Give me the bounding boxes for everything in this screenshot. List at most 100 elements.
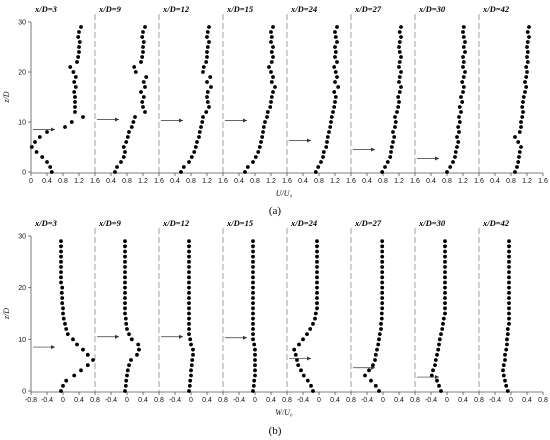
x-tick-label: 1.6 bbox=[410, 178, 420, 185]
data-point bbox=[251, 280, 255, 285]
data-point bbox=[37, 135, 42, 139]
data-point bbox=[329, 115, 334, 119]
data-point bbox=[140, 55, 145, 59]
data-point bbox=[397, 60, 402, 64]
data-point bbox=[397, 65, 401, 69]
data-point bbox=[455, 135, 459, 139]
x-tick-label: 0.8 bbox=[314, 178, 324, 185]
data-point bbox=[72, 90, 77, 94]
x-tick-label: 0.8 bbox=[474, 397, 484, 404]
x-tick-label: -0.4 bbox=[297, 397, 309, 404]
data-point bbox=[380, 170, 385, 174]
data-point bbox=[507, 270, 511, 275]
data-point bbox=[456, 140, 461, 144]
data-point bbox=[123, 239, 127, 244]
data-point bbox=[380, 306, 385, 311]
x-tick-label: 0.8 bbox=[154, 397, 164, 404]
caption-a: (a) bbox=[269, 205, 282, 217]
data-point bbox=[385, 160, 390, 164]
data-point bbox=[397, 90, 402, 94]
data-point bbox=[523, 80, 527, 84]
data-point bbox=[519, 120, 523, 124]
data-point bbox=[187, 160, 191, 164]
subplot-8: 0.4 0.8 1.2 1.6 x/D=42 bbox=[482, 4, 548, 185]
subplot-title: x/D=15 bbox=[226, 218, 254, 228]
data-point bbox=[269, 95, 274, 99]
data-point bbox=[393, 120, 398, 124]
data-point bbox=[507, 296, 511, 300]
data-point bbox=[195, 140, 199, 144]
data-point bbox=[125, 368, 130, 373]
data-point bbox=[191, 347, 195, 352]
data-point bbox=[315, 280, 319, 285]
x-tick-label: 0 bbox=[253, 397, 257, 404]
data-point bbox=[332, 105, 337, 109]
data-point bbox=[525, 40, 530, 44]
subplot-title: x/D=27 bbox=[354, 4, 382, 14]
subplot-6: 0.4 0.8 1.2 1.6 x/D=27 bbox=[353, 4, 420, 185]
data-point bbox=[315, 239, 319, 244]
x-tick-label: 0 bbox=[125, 397, 129, 404]
data-point bbox=[204, 110, 209, 114]
data-point bbox=[451, 160, 455, 164]
data-point bbox=[333, 30, 337, 34]
panel-b-velocity-w: 0 10 20 30 z/D -0.8 -0.4 0 0.4 0.8 x/D=3 -0.4 0 0.4 0.… bbox=[2, 218, 548, 417]
data-point bbox=[123, 285, 127, 290]
data-point bbox=[325, 140, 329, 144]
data-point bbox=[380, 249, 385, 254]
data-point bbox=[73, 100, 77, 104]
data-point bbox=[443, 265, 447, 269]
data-point bbox=[525, 60, 530, 64]
data-point bbox=[251, 337, 255, 342]
data-point bbox=[205, 45, 210, 49]
data-point bbox=[79, 25, 83, 29]
data-point bbox=[69, 120, 74, 124]
data-point bbox=[269, 40, 273, 44]
data-point bbox=[315, 275, 319, 280]
data-point bbox=[373, 358, 377, 362]
x-tick-label: 0.4 bbox=[74, 397, 84, 404]
data-point bbox=[193, 145, 198, 149]
data-point bbox=[187, 301, 191, 306]
data-point bbox=[123, 290, 127, 295]
data-point bbox=[457, 105, 462, 109]
data-point bbox=[333, 50, 338, 54]
y-tick-label: 0 bbox=[22, 389, 26, 396]
data-point bbox=[73, 105, 77, 109]
data-point bbox=[204, 60, 209, 64]
data-point bbox=[297, 342, 301, 347]
data-point bbox=[335, 60, 339, 64]
data-point bbox=[377, 332, 382, 337]
data-point bbox=[503, 352, 507, 357]
data-point bbox=[61, 383, 65, 388]
data-point bbox=[525, 50, 530, 54]
data-point bbox=[437, 337, 442, 342]
data-point bbox=[123, 296, 127, 300]
data-point bbox=[187, 280, 191, 285]
data-point bbox=[461, 25, 466, 29]
x-tick-label: 0.8 bbox=[538, 397, 548, 404]
y-axis-label: z/D bbox=[2, 308, 11, 320]
data-point bbox=[395, 110, 399, 114]
data-point bbox=[73, 110, 77, 114]
data-point bbox=[59, 275, 63, 280]
data-point bbox=[125, 327, 129, 331]
data-point bbox=[251, 254, 255, 259]
data-point bbox=[201, 115, 205, 119]
data-point bbox=[123, 311, 127, 316]
data-point bbox=[251, 389, 255, 393]
data-point bbox=[373, 352, 378, 357]
data-point bbox=[189, 363, 194, 368]
data-point bbox=[253, 352, 257, 357]
data-point bbox=[253, 368, 257, 373]
data-point bbox=[59, 244, 63, 249]
data-point bbox=[143, 25, 147, 29]
data-point bbox=[507, 249, 511, 254]
data-point bbox=[429, 373, 434, 378]
subplot-7: 0.4 0.8 1.2 1.6 x/D=30 bbox=[417, 4, 484, 185]
data-point bbox=[443, 296, 447, 300]
data-point bbox=[333, 35, 338, 39]
data-point bbox=[440, 327, 445, 331]
x-tick-label: 0 bbox=[445, 397, 449, 404]
data-point bbox=[123, 270, 127, 275]
